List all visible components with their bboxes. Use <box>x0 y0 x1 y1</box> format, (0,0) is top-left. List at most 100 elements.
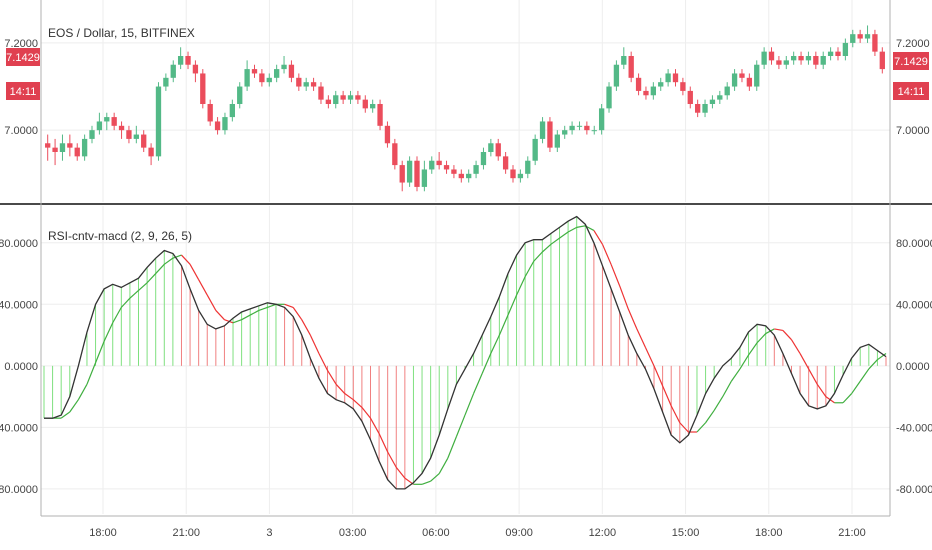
x-tick-label: 3 <box>266 527 272 539</box>
candle-body <box>141 134 147 148</box>
signal-segment <box>601 244 612 265</box>
signal-segment <box>249 309 260 316</box>
signal-segment <box>447 436 457 459</box>
signal-segment <box>232 319 242 324</box>
signal-segment <box>361 407 371 419</box>
candle-body <box>820 56 826 65</box>
signal-segment <box>301 319 311 336</box>
candle-body <box>606 86 612 109</box>
candle-body <box>680 82 686 91</box>
candle-body <box>709 99 716 104</box>
candle-body <box>466 173 472 179</box>
candle-body <box>185 56 191 65</box>
candle-body <box>266 77 272 83</box>
candle-body <box>163 77 169 87</box>
svg-text:14:11: 14:11 <box>898 86 925 98</box>
candle-body <box>333 95 339 104</box>
candle-body <box>155 86 162 157</box>
signal-segment <box>155 263 165 274</box>
candle-body <box>436 160 442 166</box>
signal-segment <box>576 225 586 228</box>
candle-body <box>355 95 361 100</box>
candle-body <box>296 77 302 87</box>
signal-segment <box>705 410 715 424</box>
time-tag-right: 14:11 <box>893 82 929 100</box>
candle-body <box>591 130 597 132</box>
signal-segment <box>653 365 664 387</box>
y-tick-label-left: -80.0000 <box>0 484 38 496</box>
candlestick-series[interactable] <box>45 25 885 192</box>
signal-segment <box>129 290 139 299</box>
price-pane-grid <box>41 0 890 202</box>
y-tick-label-right: -40.0000 <box>896 422 932 434</box>
axis-labels: 7.2000 7.2000 7.0000 7.0000 80.0000 80.0000 40… <box>0 38 932 496</box>
signal-segment <box>507 294 518 316</box>
candle-body <box>244 69 250 87</box>
signal-segment <box>60 411 71 419</box>
candle-body <box>628 56 634 78</box>
y-tick-label-right: 7.0000 <box>896 125 930 137</box>
candle-body <box>273 69 280 78</box>
candle-body <box>118 125 125 131</box>
signal-segment <box>327 370 337 385</box>
indicator-pane-grid <box>41 206 890 514</box>
signal-segment <box>215 310 225 321</box>
signal-segment <box>473 373 483 394</box>
signal-segment <box>455 414 466 437</box>
candle-body <box>517 173 524 179</box>
signal-segment <box>713 396 724 411</box>
signal-segment <box>730 368 741 382</box>
signal-segment <box>103 322 114 342</box>
indicator-title[interactable]: RSI-cntv-macd (2, 9, 26, 5) <box>48 229 192 243</box>
signal-segment <box>352 399 363 408</box>
signal-segment <box>868 359 878 370</box>
candle-body <box>347 95 354 100</box>
candle-body <box>303 82 309 87</box>
candle-body <box>643 90 649 96</box>
signal-segment <box>859 368 870 382</box>
x-tick-label: 09:00 <box>505 527 533 539</box>
candle-body <box>857 34 863 39</box>
candle-body <box>791 56 797 61</box>
signal-segment <box>206 294 217 311</box>
candle-body <box>45 143 51 148</box>
candle-body <box>569 125 575 131</box>
candle-body <box>488 143 494 152</box>
candle-body <box>214 121 221 131</box>
candle-body <box>658 82 664 87</box>
signal-segment <box>309 334 320 354</box>
signal-segment <box>481 353 492 374</box>
candle-body <box>170 64 176 78</box>
signal-segment <box>241 314 251 321</box>
signal-segment <box>516 276 526 296</box>
candle-body <box>281 64 287 70</box>
candle-body <box>133 134 139 139</box>
x-tick-label: 12:00 <box>589 527 617 539</box>
candle-body <box>288 64 295 78</box>
time-tag-left: 14:11 <box>6 82 40 100</box>
candle-body <box>310 82 317 87</box>
y-tick-label-right: 0.0000 <box>896 361 930 373</box>
candle-body <box>200 73 206 104</box>
candle-body <box>798 56 804 61</box>
candle-body <box>783 60 789 65</box>
y-tick-label-right: 7.2000 <box>896 38 930 50</box>
signal-segment <box>369 417 380 434</box>
x-tick-label: 18:00 <box>755 527 783 539</box>
signal-segment <box>610 264 621 287</box>
candle-body <box>805 56 812 61</box>
candle-body <box>111 117 117 126</box>
signal-segment <box>86 362 97 385</box>
candle-body <box>510 169 516 179</box>
signal-segment <box>739 354 750 370</box>
signal-segment <box>799 353 810 370</box>
signal-segment <box>258 306 268 312</box>
candle-body <box>104 117 110 122</box>
signal-segment <box>627 308 638 330</box>
signal-segment <box>782 330 792 341</box>
signal-segment <box>679 422 689 433</box>
signal-segment <box>696 422 707 433</box>
signal-segment <box>748 342 758 356</box>
